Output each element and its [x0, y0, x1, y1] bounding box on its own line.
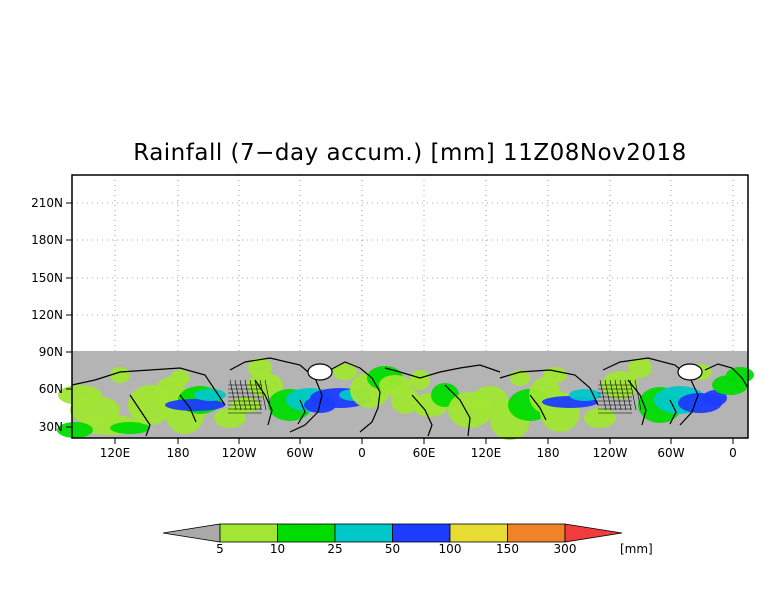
country-border: [634, 379, 642, 411]
rain-area: [57, 422, 93, 438]
colorbar-box: [334, 523, 393, 543]
rain-blobs: [57, 358, 754, 440]
colorbar-box: [449, 523, 508, 543]
coastline: [71, 367, 226, 406]
coastline: [129, 394, 151, 437]
rain-area: [170, 370, 190, 386]
colorbar-box: [219, 523, 278, 543]
rain-area: [248, 358, 272, 378]
colorbar-level-label: 5: [216, 542, 224, 556]
rain-area: [569, 389, 601, 401]
colorbar-high-arrow: [564, 523, 623, 543]
lon-tick-label: 120E: [471, 446, 502, 460]
colorbar-box: [277, 523, 336, 543]
lat-tick-label: 120N: [31, 308, 63, 322]
coastline: [179, 394, 197, 423]
colorbar-box: [507, 523, 566, 543]
colorbar-level-label: 10: [270, 542, 285, 556]
lon-tick-label: 120E: [100, 446, 131, 460]
plot-frame: [71, 174, 749, 439]
rain-area: [628, 358, 652, 378]
lon-tick-label: 120W: [222, 446, 257, 460]
colorbar-level-label: 150: [496, 542, 519, 556]
lon-tick-label: 0: [729, 446, 737, 460]
country-border: [259, 379, 267, 411]
lon-tick-label: 180: [537, 446, 560, 460]
lat-tick-label: 30N: [39, 420, 63, 434]
rain-area: [110, 367, 130, 383]
coastline: [297, 399, 306, 425]
colorbar-level-label: 100: [439, 542, 462, 556]
coastline: [329, 361, 381, 433]
coastline: [444, 384, 471, 437]
lat-tick-label: 150N: [31, 271, 63, 285]
rain-area: [333, 364, 357, 380]
rain-area: [194, 389, 226, 401]
country-border: [629, 379, 637, 411]
lon-tick-label: 60W: [657, 446, 684, 460]
lon-tick-label: 120W: [593, 446, 628, 460]
lon-tick-label: 60E: [413, 446, 436, 460]
lon-tick-label: 0: [358, 446, 366, 460]
greenland-island: [307, 363, 333, 381]
rain-area: [703, 390, 727, 406]
lon-tick-label: 60W: [286, 446, 313, 460]
coastline: [669, 399, 677, 425]
country-border: [264, 379, 272, 411]
lat-tick-label: 210N: [31, 196, 63, 210]
coastline: [627, 379, 647, 426]
coastline: [411, 394, 433, 437]
colorbar-box: [392, 523, 451, 543]
map-title: Rainfall (7−day accum.) [mm] 11Z08Nov201…: [133, 140, 687, 166]
rain-area: [726, 367, 754, 383]
lat-axis: 30N 60N 90N 120N 150N 180N 210N: [31, 196, 72, 434]
rain-area: [165, 399, 225, 411]
lon-axis: 120E 180 120W 60W 0 60E 120E 180 120W 60W 0: [100, 438, 737, 460]
colorbar-unit: [mm]: [620, 542, 653, 556]
colorbar-level-label: 300: [554, 542, 577, 556]
coastline: [384, 364, 501, 379]
rain-area: [543, 367, 567, 383]
coastlines: [71, 357, 749, 437]
rain-area: [247, 373, 283, 397]
rain-area: [391, 386, 419, 414]
lat-tick-label: 60N: [39, 382, 63, 396]
coastline: [704, 363, 749, 389]
coastline: [529, 394, 547, 421]
colorbar-level-label: 25: [327, 542, 342, 556]
lat-tick-label: 180N: [31, 233, 63, 247]
rain-area: [110, 422, 150, 434]
greenland-island: [677, 363, 703, 381]
rain-area: [410, 370, 430, 390]
lon-tick-label: 180: [167, 446, 190, 460]
coastline: [499, 369, 599, 406]
colorbar-low-arrow: [162, 523, 221, 543]
lat-tick-label: 90N: [39, 345, 63, 359]
coastline: [254, 379, 273, 426]
colorbar-level-label: 50: [385, 542, 400, 556]
